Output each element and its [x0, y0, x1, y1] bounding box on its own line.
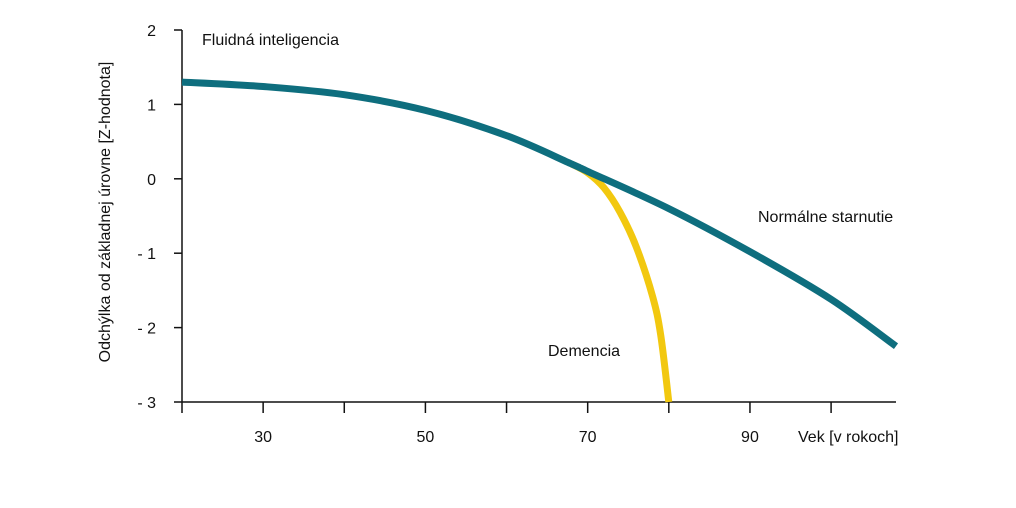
x-tick-label: 70	[579, 429, 597, 446]
series-label-dementia: Demencia	[548, 343, 620, 360]
y-tick-label: 0	[147, 172, 156, 189]
y-tick-label: 1	[147, 97, 156, 114]
y-tick-label: - 3	[137, 395, 156, 412]
series-line-normal-aging	[181, 78, 899, 350]
series-lines	[181, 78, 899, 403]
y-axis-title: Odchýlka od základnej úrovne [Z-hodnota]	[97, 62, 114, 363]
axes	[181, 30, 896, 403]
x-axis-title: Vek [v rokoch]	[798, 429, 899, 446]
chart-title: Fluidná inteligencia	[202, 32, 339, 49]
x-tick-label: 50	[417, 429, 435, 446]
x-tick-label: 30	[254, 429, 272, 446]
x-tick-label: 90	[741, 429, 759, 446]
y-tick-label: - 1	[137, 246, 156, 263]
y-tick-label: 2	[147, 23, 156, 40]
ticks: 2 1 0 - 1 - 2 - 3 30 50 70 90	[137, 23, 832, 446]
y-tick-label: - 2	[137, 321, 156, 338]
series-label-normal-aging: Normálne starnutie	[758, 209, 893, 226]
